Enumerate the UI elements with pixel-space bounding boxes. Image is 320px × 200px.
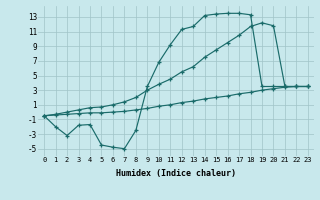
X-axis label: Humidex (Indice chaleur): Humidex (Indice chaleur): [116, 169, 236, 178]
